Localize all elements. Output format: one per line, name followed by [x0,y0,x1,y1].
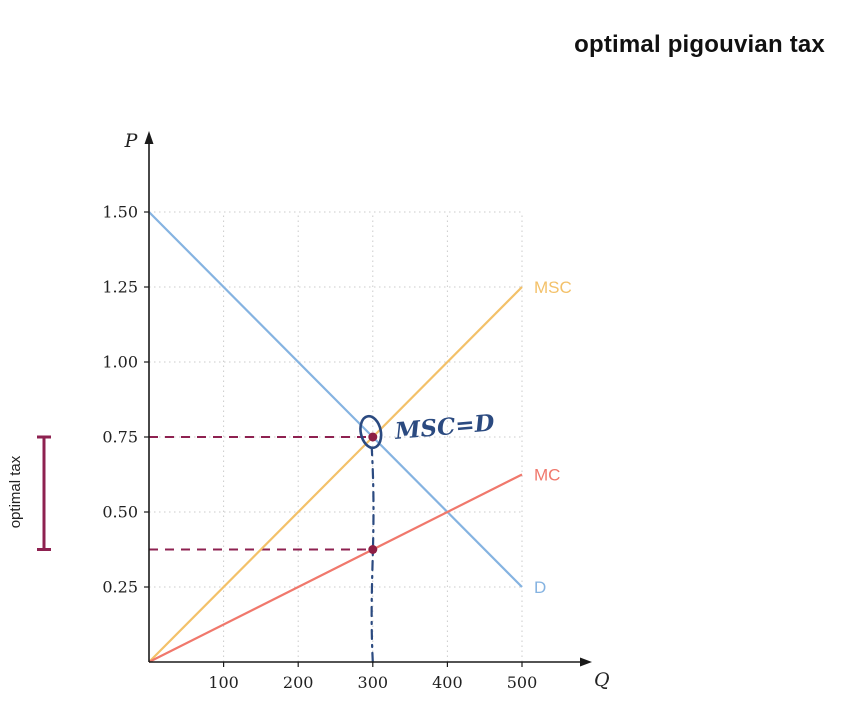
x-tick-label: 300 [358,673,389,692]
mc-point [368,545,378,554]
y-axis-label: P [124,130,139,152]
series-line-MSC [148,286,523,663]
tick-labels: 100 200 300 400 500 0.25 0.50 0.75 1.00 1.25 1.50 [102,203,537,693]
y-axis-arrow [144,131,154,144]
series-line-D [148,211,523,588]
y-tick-label: 0.50 [102,503,138,522]
y-tick-label: 0.75 [102,428,138,447]
vertical-guide-dashdot [370,447,375,664]
y-tick-label: 0.25 [102,578,138,597]
handwritten-msc-eq-d-label: MSC=D [393,409,496,445]
x-axis-arrow [580,657,592,667]
axes [144,131,592,667]
y-tick-label: 1.50 [102,203,138,222]
equilibrium-point [368,432,378,442]
series-line-MC [148,473,523,663]
x-tick-label: 500 [507,673,538,692]
x-tick-label: 400 [432,673,463,692]
series-label-D: D [534,578,546,597]
y-tick-label: 1.00 [102,353,138,372]
handdrawn-circle [359,414,383,450]
y-tick-label: 1.25 [102,278,138,297]
series-label-MSC: MSC [534,278,572,297]
series-label-MC: MC [534,466,560,485]
x-tick-label: 200 [283,673,314,692]
guide-lines [149,436,373,551]
x-tick-label: 100 [208,673,239,692]
optimal-tax-bracket [37,435,51,551]
chart-title: optimal pigouvian tax [574,31,825,58]
x-axis-label: Q [594,669,610,691]
